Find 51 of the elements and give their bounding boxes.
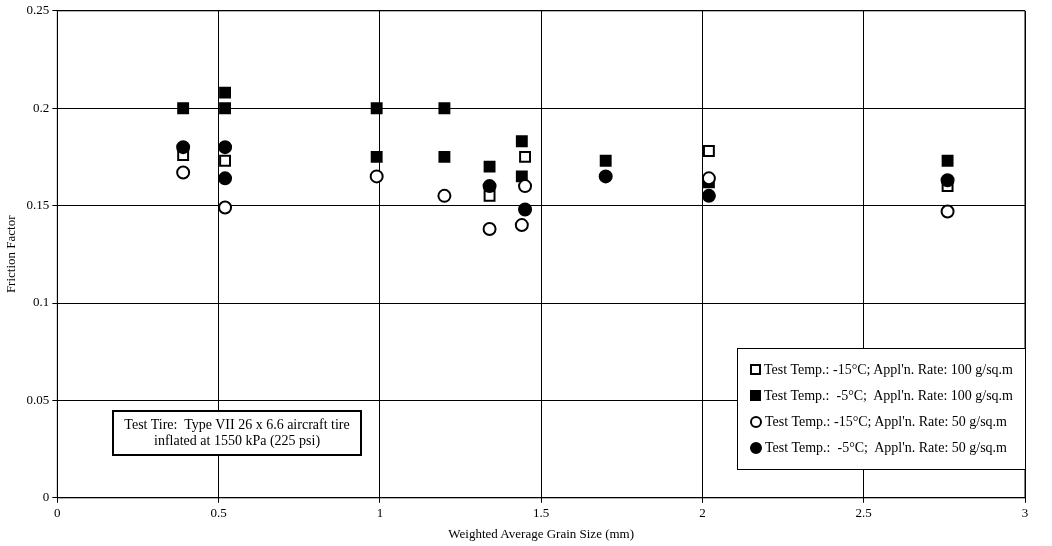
- point: [519, 150, 531, 163]
- annotation: Test Tire: Type VII 26 x 6.6 aircraft tire inflated at 1550 kPa (225 psi): [112, 409, 362, 456]
- point: [370, 150, 383, 163]
- point: [219, 102, 232, 115]
- point: [518, 179, 533, 194]
- point: [515, 135, 528, 148]
- y-tick-label: 0.25: [26, 2, 50, 18]
- point: [940, 173, 955, 188]
- point: [482, 221, 497, 236]
- point: [218, 171, 233, 186]
- x-tick-label: 0.5: [210, 505, 227, 521]
- point: [219, 154, 232, 167]
- y-tick-label: 0.15: [26, 197, 50, 213]
- x-tick-label: 3: [1021, 505, 1029, 521]
- legend-label: Test Temp.: -15°C; Appl'n. Rate: 100 g/sq.m: [763, 360, 1013, 379]
- point: [701, 188, 716, 203]
- point: [702, 145, 715, 158]
- x-axis-title: Weighted Average Grain Size (mm): [448, 525, 635, 541]
- y-axis-title: Friction Factor: [3, 214, 19, 294]
- x-tick-label: 1.5: [533, 505, 550, 521]
- point: [438, 102, 451, 115]
- point: [176, 140, 191, 155]
- point: [177, 102, 190, 115]
- legend-label: Test Temp.: -15°C; Appl'n. Rate: 50 g/sq.m: [764, 412, 1008, 431]
- point: [599, 154, 612, 167]
- legend-label: Test Temp.: -5°C; Appl'n. Rate: 100 g/sq.m: [763, 386, 1013, 405]
- legend-label: Test Temp.: -5°C; Appl'n. Rate: 50 g/sq.m: [764, 438, 1008, 457]
- point: [701, 171, 716, 186]
- point: [482, 179, 497, 194]
- y-tick-label: 0.2: [33, 99, 50, 115]
- point: [369, 169, 384, 184]
- point: [518, 202, 533, 217]
- point: [941, 154, 954, 167]
- point: [370, 102, 383, 115]
- point: [437, 188, 452, 203]
- x-tick-label: 2: [699, 505, 706, 521]
- point: [176, 165, 191, 180]
- point: [438, 150, 451, 163]
- x-tick-label: 0: [54, 505, 61, 521]
- point: [598, 169, 613, 184]
- point: [514, 218, 529, 233]
- point: [218, 140, 233, 155]
- point: [218, 200, 233, 215]
- point: [940, 204, 955, 219]
- y-tick-label: 0.05: [26, 391, 50, 407]
- x-tick-label: 1: [376, 505, 384, 521]
- point: [219, 86, 232, 99]
- point: [483, 160, 496, 173]
- x-tick-label: 2.5: [855, 505, 872, 521]
- y-tick-label: 0: [42, 489, 50, 505]
- y-tick-label: 0.1: [33, 294, 50, 310]
